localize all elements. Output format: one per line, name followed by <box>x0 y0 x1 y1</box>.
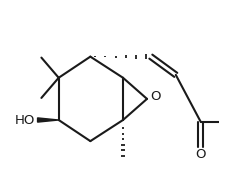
Text: HO: HO <box>15 113 35 127</box>
Text: O: O <box>151 89 161 103</box>
Text: O: O <box>196 148 206 161</box>
Polygon shape <box>38 118 59 122</box>
